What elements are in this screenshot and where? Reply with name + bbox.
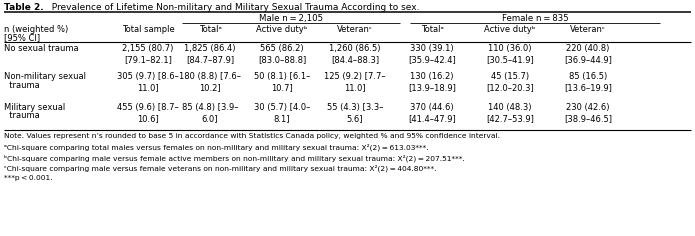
Text: 220 (40.8)
[36.9–44.9]: 220 (40.8) [36.9–44.9] xyxy=(564,44,612,64)
Text: 30 (5.7) [4.0–
8.1]: 30 (5.7) [4.0– 8.1] xyxy=(254,103,310,123)
Text: 180 (8.8) [7.6–
10.2]: 180 (8.8) [7.6– 10.2] xyxy=(179,72,241,92)
Text: ᵃChi-square comparing total males versus females on non-military and military se: ᵃChi-square comparing total males versus… xyxy=(4,143,429,151)
Text: trauma: trauma xyxy=(4,80,40,89)
Text: Military sexual: Military sexual xyxy=(4,103,65,112)
Text: Active dutyᵇ: Active dutyᵇ xyxy=(256,25,308,34)
Text: 305 (9.7) [8.6–
11.0]: 305 (9.7) [8.6– 11.0] xyxy=(117,72,179,92)
Text: [95% CI]: [95% CI] xyxy=(4,33,40,42)
Text: Active dutyᵇ: Active dutyᵇ xyxy=(484,25,536,34)
Text: 85 (4.8) [3.9–
6.0]: 85 (4.8) [3.9– 6.0] xyxy=(182,103,238,123)
Text: 50 (8.1) [6.1–
10.7]: 50 (8.1) [6.1– 10.7] xyxy=(254,72,310,92)
Text: 85 (16.5)
[13.6–19.9]: 85 (16.5) [13.6–19.9] xyxy=(564,72,612,92)
Text: ᶜChi-square comparing male versus female veterans on non-military and military s: ᶜChi-square comparing male versus female… xyxy=(4,164,436,172)
Text: 2,155 (80.7)
[79.1–82.1]: 2,155 (80.7) [79.1–82.1] xyxy=(122,44,174,64)
Text: 230 (42.6)
[38.9–46.5]: 230 (42.6) [38.9–46.5] xyxy=(564,103,612,123)
Text: 1,260 (86.5)
[84.4–88.3]: 1,260 (86.5) [84.4–88.3] xyxy=(329,44,381,64)
Text: Note. Values represent n’s rounded to base 5 in accordance with Statistics Canad: Note. Values represent n’s rounded to ba… xyxy=(4,133,500,139)
Text: Male n = 2,105: Male n = 2,105 xyxy=(259,14,323,23)
Text: Totalᵃ: Totalᵃ xyxy=(420,25,443,34)
Text: trauma: trauma xyxy=(4,111,40,121)
Text: 370 (44.6)
[41.4–47.9]: 370 (44.6) [41.4–47.9] xyxy=(408,103,456,123)
Text: No sexual trauma: No sexual trauma xyxy=(4,44,79,53)
Text: n (weighted %): n (weighted %) xyxy=(4,25,68,34)
Text: ***p < 0.001.: ***p < 0.001. xyxy=(4,175,53,181)
Text: 130 (16.2)
[13.9–18.9]: 130 (16.2) [13.9–18.9] xyxy=(408,72,456,92)
Text: Veteranᶜ: Veteranᶜ xyxy=(337,25,373,34)
Text: 455 (9.6) [8.7–
10.6]: 455 (9.6) [8.7– 10.6] xyxy=(117,103,179,123)
Text: Table 2.: Table 2. xyxy=(4,3,44,12)
Text: 55 (4.3) [3.3–
5.6]: 55 (4.3) [3.3– 5.6] xyxy=(327,103,383,123)
Text: Veteranᶜ: Veteranᶜ xyxy=(570,25,606,34)
Text: ᵇChi-square comparing male versus female active members on non-military and mili: ᵇChi-square comparing male versus female… xyxy=(4,154,465,161)
Text: Totalᵃ: Totalᵃ xyxy=(199,25,222,34)
Text: 110 (36.0)
[30.5–41.9]: 110 (36.0) [30.5–41.9] xyxy=(486,44,534,64)
Text: 1,825 (86.4)
[84.7–87.9]: 1,825 (86.4) [84.7–87.9] xyxy=(184,44,236,64)
Text: Total sample: Total sample xyxy=(122,25,174,34)
Text: 140 (48.3)
[42.7–53.9]: 140 (48.3) [42.7–53.9] xyxy=(486,103,534,123)
Text: 45 (15.7)
[12.0–20.3]: 45 (15.7) [12.0–20.3] xyxy=(486,72,534,92)
Text: 330 (39.1)
[35.9–42.4]: 330 (39.1) [35.9–42.4] xyxy=(408,44,456,64)
Text: Prevalence of Lifetime Non-military and Military Sexual Trauma According to sex.: Prevalence of Lifetime Non-military and … xyxy=(46,3,420,12)
Text: Non-military sexual: Non-military sexual xyxy=(4,72,86,81)
Text: 565 (86.2)
[83.0–88.8]: 565 (86.2) [83.0–88.8] xyxy=(258,44,306,64)
Text: Female n = 835: Female n = 835 xyxy=(502,14,569,23)
Text: 125 (9.2) [7.7–
11.0]: 125 (9.2) [7.7– 11.0] xyxy=(324,72,386,92)
